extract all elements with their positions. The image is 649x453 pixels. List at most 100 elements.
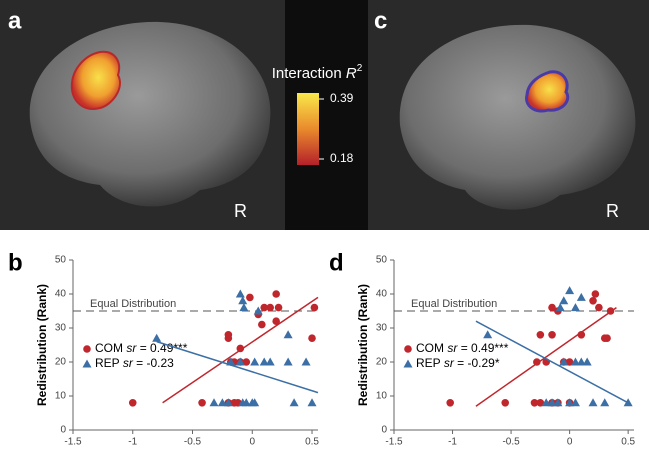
point — [239, 303, 249, 312]
y-tick-label: 10 — [376, 391, 388, 402]
point — [209, 398, 219, 407]
point — [265, 357, 275, 366]
point — [289, 398, 299, 407]
panel-label: b — [8, 249, 23, 276]
legend-name: COM — [416, 341, 444, 355]
legend-stat-symbol: sr — [444, 356, 455, 370]
legend-stat-value: = 0.49*** — [140, 341, 188, 355]
x-tick-label: -1.5 — [64, 437, 82, 448]
colorbar-title: Interaction R2 — [272, 63, 363, 82]
legend-marker — [403, 359, 413, 368]
legend-stat-value: = 0.49*** — [461, 341, 509, 355]
legend-entry: COM sr = 0.49*** — [95, 341, 188, 355]
point — [547, 398, 557, 407]
point — [559, 357, 569, 366]
point — [536, 331, 545, 339]
point — [283, 357, 293, 366]
point — [530, 399, 539, 407]
point — [603, 334, 611, 343]
point — [242, 358, 251, 366]
y-tick-label: 50 — [55, 255, 67, 266]
legend-entry: REP sr = -0.29* — [416, 356, 500, 370]
fit-line — [162, 296, 319, 404]
x-tick-label: -0.5 — [184, 437, 202, 448]
hemisphere-label: R — [606, 201, 619, 221]
legend-stat-value: = -0.29* — [457, 356, 500, 370]
point — [600, 398, 610, 407]
point — [266, 303, 274, 312]
fit-line — [475, 320, 629, 404]
legend-stat-symbol: sr — [447, 341, 458, 355]
legend-marker — [82, 359, 92, 368]
colorbar — [297, 93, 319, 165]
point — [250, 398, 260, 407]
point — [253, 306, 263, 315]
panel-label: a — [8, 7, 22, 34]
legend-name: REP — [416, 356, 441, 370]
point — [238, 296, 248, 305]
point — [307, 398, 317, 407]
legend-entry: REP sr = -0.23 — [95, 356, 174, 370]
point — [217, 398, 227, 407]
activation-blob — [525, 70, 570, 113]
point — [236, 344, 245, 353]
panel-label: d — [329, 249, 344, 276]
y-tick-label: 30 — [55, 323, 67, 334]
point — [235, 357, 245, 366]
point — [536, 399, 545, 407]
point — [283, 330, 293, 339]
point — [274, 303, 283, 312]
point — [226, 357, 236, 366]
point — [128, 399, 137, 407]
point — [198, 399, 206, 407]
activation-blob — [70, 50, 121, 110]
y-tick-label: 20 — [55, 357, 67, 368]
y-tick-label: 30 — [376, 323, 388, 334]
reference-label: Equal Distribution — [90, 298, 176, 310]
point — [310, 303, 319, 312]
legend-stat-value: = -0.23 — [136, 356, 174, 370]
colorbar-tick-label: 0.39 — [330, 91, 354, 105]
x-tick-label: -0.5 — [502, 437, 520, 448]
y-tick-label: 0 — [381, 425, 387, 436]
point — [246, 293, 254, 302]
y-tick-label: 40 — [376, 289, 388, 300]
point — [555, 303, 565, 312]
x-tick-label: -1 — [448, 437, 457, 448]
legend-entry: COM sr = 0.49*** — [416, 341, 509, 355]
point — [483, 330, 493, 339]
point — [301, 357, 311, 366]
point — [258, 320, 266, 329]
legend-marker — [404, 345, 412, 353]
legend-name: COM — [95, 341, 123, 355]
brain — [399, 24, 636, 210]
point — [259, 357, 269, 366]
point — [570, 303, 580, 312]
point — [446, 399, 454, 407]
colorbar-tick-label: 0.18 — [330, 151, 354, 165]
legend-marker — [83, 345, 91, 353]
legend-name: REP — [95, 356, 120, 370]
point — [260, 303, 269, 312]
point — [570, 357, 580, 366]
fit-line — [156, 340, 319, 394]
fit-line — [475, 306, 617, 407]
point — [565, 398, 575, 407]
point — [250, 357, 260, 366]
y-axis-title: Redistribution (Rank) — [35, 284, 49, 406]
point — [548, 331, 556, 339]
y-tick-label: 50 — [376, 255, 388, 266]
y-tick-label: 10 — [55, 391, 67, 402]
point — [565, 286, 575, 295]
point — [565, 358, 574, 366]
colorbar-exponent: 2 — [357, 63, 363, 74]
point — [541, 398, 551, 407]
point — [224, 331, 233, 339]
colorbar-symbol: R — [346, 65, 357, 82]
hemisphere-label: R — [234, 201, 247, 221]
colorbar-title-text: Interaction — [272, 65, 342, 82]
x-tick-label: 0.5 — [305, 437, 319, 448]
point — [501, 399, 510, 407]
point — [241, 398, 251, 407]
reference-label: Equal Distribution — [411, 298, 497, 310]
